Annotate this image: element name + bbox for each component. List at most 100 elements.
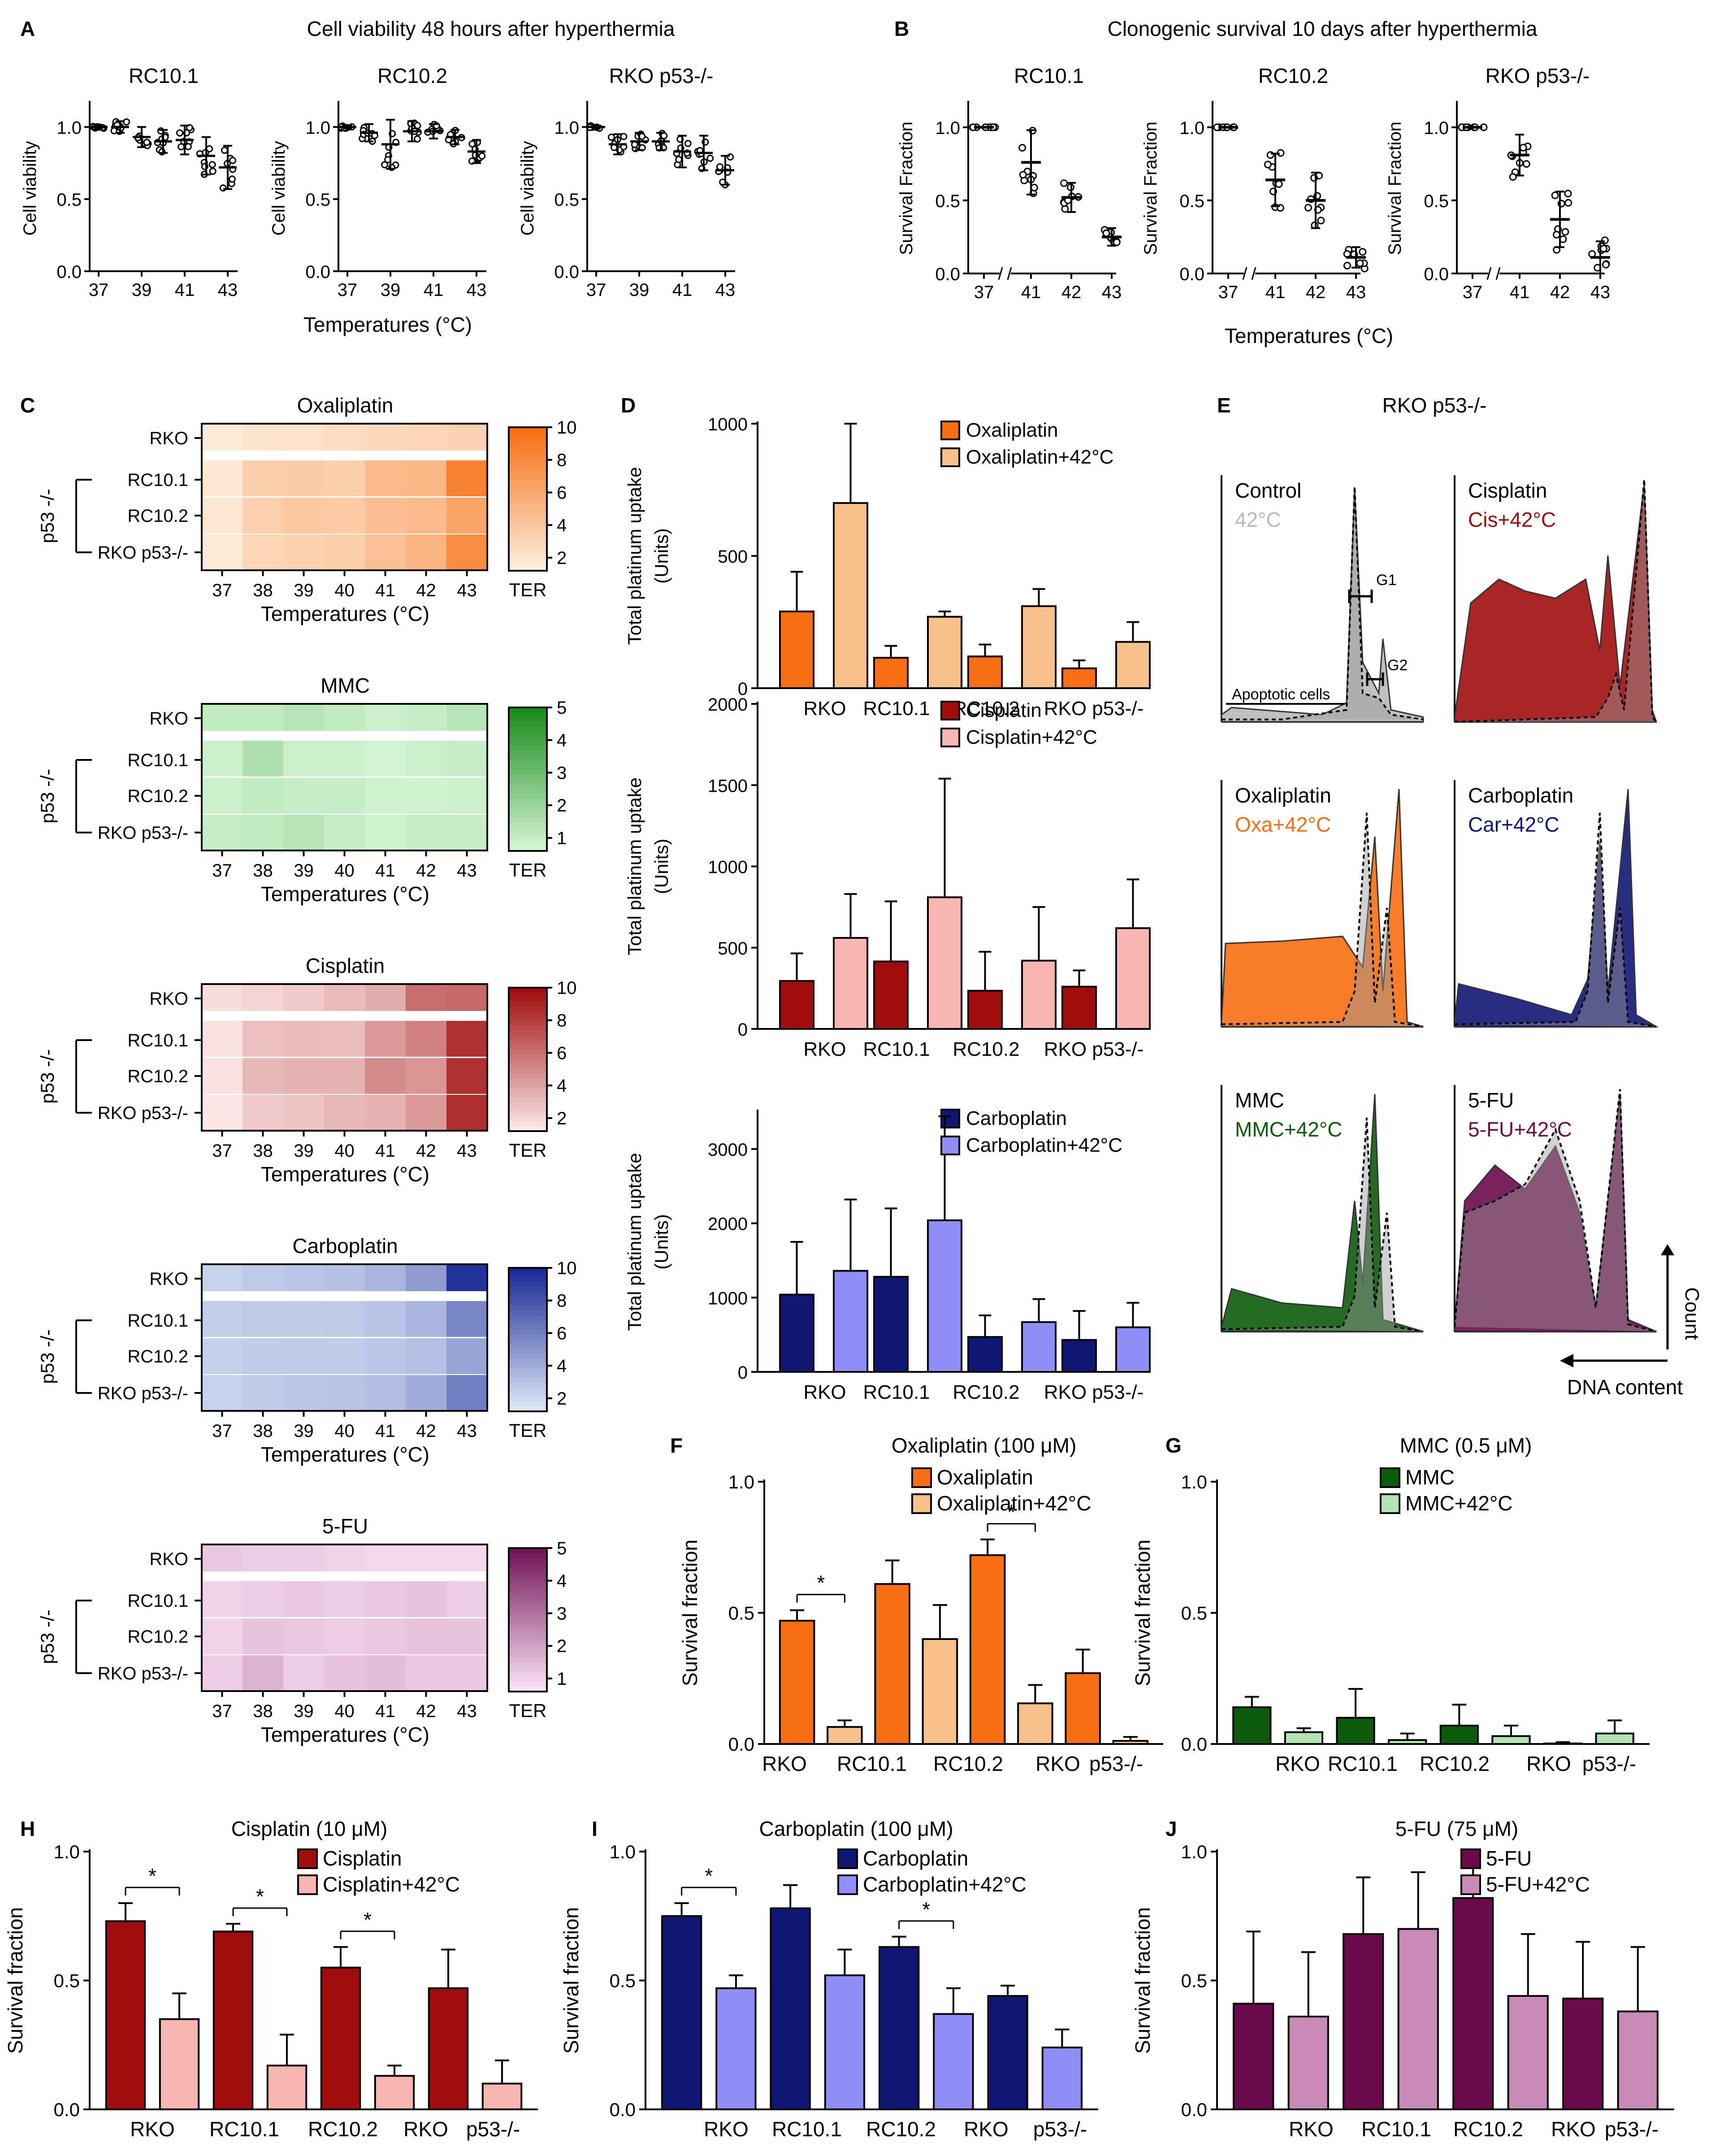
y-tick-label-A-0-1: 0.5 [56, 190, 82, 210]
heatmap-cell-3-3-1 [243, 1375, 283, 1411]
panel-title-E: RKO p53-/- [1382, 394, 1487, 417]
x-label-D-0-0: RKO [803, 698, 846, 720]
bar-I-1-3 [1041, 2047, 1083, 2110]
y-label-D-2: Total platinum uptake [624, 1153, 645, 1331]
colorbar-segment-3-14 [509, 1335, 547, 1340]
hist-name42-5: 5-FU+42°C [1468, 1118, 1572, 1141]
colorbar-tick-label-1-4: 5 [557, 698, 567, 718]
heatmap-cell-4-3-1 [243, 1655, 283, 1691]
data-point-B-2-1 [1509, 173, 1517, 181]
colorbar-segment-4-21 [509, 1648, 547, 1654]
colorbar-tick-label-0-4: 10 [557, 418, 577, 438]
ter-label-2: TER [509, 1140, 547, 1161]
bar-D-1-0-0 [779, 980, 814, 1030]
colorbar-segment-2-29 [509, 1126, 547, 1132]
p53-label-3: p53 -/- [37, 1329, 58, 1384]
colorbar-segment-1-16 [509, 784, 547, 790]
legend-swatch-I-1 [837, 1874, 858, 1895]
heatmap-x-label-1-6: 43 [457, 861, 477, 881]
colorbar-segment-1-13 [509, 769, 547, 775]
heatmap-cell-0-0-4 [365, 424, 406, 451]
heatmap-cell-2-2-6 [446, 1058, 487, 1094]
bar-J-0-2 [1452, 1897, 1494, 2110]
bar-G-1-1 [1388, 1739, 1427, 1745]
x-label-H-1: RC10.1 [209, 2117, 279, 2141]
x-label-I-4: p53-/- [1033, 2117, 1087, 2141]
p53-label-4: p53 -/- [37, 1609, 58, 1664]
heatmap-cell-4-0-4 [365, 1544, 406, 1571]
colorbar-tick-label-2-4: 10 [557, 978, 577, 998]
colorbar-segment-3-4 [509, 1287, 547, 1293]
bar-F-1-2 [1017, 1702, 1053, 1745]
sig-star-F-0: * [817, 1571, 825, 1595]
axis-break-B-1 [1251, 267, 1256, 280]
heatmap-x-label-1-4: 41 [375, 861, 395, 881]
heatmap-cell-0-3-2 [283, 534, 324, 570]
heatmap-cell-1-2-1 [243, 778, 283, 814]
colorbar-segment-2-27 [509, 1117, 547, 1122]
x-tick-label-A-1-3: 43 [467, 280, 487, 300]
heatmap-cell-0-0-3 [324, 424, 365, 451]
colorbar-segment-1-0 [509, 707, 547, 713]
legend-swatch-G-1 [1380, 1493, 1400, 1514]
heatmap-x-label-2-3: 40 [334, 1141, 355, 1161]
heatmap-cell-2-3-6 [446, 1095, 487, 1131]
data-point-A-1-6 [478, 152, 486, 160]
x-label-J-0: RKO [1289, 2117, 1334, 2141]
heatmap-cell-0-2-2 [283, 498, 324, 534]
legend-label-D-1-0: Cisplatin [966, 699, 1042, 721]
x-label-D-1-0: RKO [803, 1038, 846, 1060]
heatmap-cell-0-2-5 [406, 498, 446, 534]
colorbar-tick-label-2-1: 4 [557, 1076, 567, 1096]
heatmap-cell-4-3-3 [324, 1655, 365, 1691]
heatmap-cell-2-0-2 [283, 984, 324, 1011]
heatmap-cell-4-2-3 [324, 1618, 365, 1654]
bar-F-1-3 [1112, 1740, 1149, 1745]
x-label-G-4: p53-/- [1582, 1752, 1636, 1775]
subplot-title-B-2: RKO p53-/- [1486, 64, 1590, 87]
bar-D-2-1-1 [927, 1219, 962, 1373]
chart-title-H: Cisplatin (10 μM) [231, 1817, 388, 1840]
hist-area-3 [1454, 789, 1659, 1028]
colorbar-segment-4-20 [509, 1644, 547, 1649]
bar-D-1-0-1 [873, 960, 909, 1030]
heatmap-row-label-4-3: RKO p53-/- [98, 1664, 188, 1683]
heatmap-row-label-4-1: RC10.1 [127, 1591, 188, 1611]
heatmap-row-label-3-3: RKO p53-/- [98, 1384, 188, 1403]
heatmap-xlabel-1: Temperatures (°C) [261, 882, 429, 906]
heatmap-row-label-2-1: RC10.1 [127, 1031, 188, 1050]
legend-label-D-2-0: Carboplatin [966, 1107, 1067, 1129]
heatmap-row-label-1-0: RKO [149, 709, 188, 729]
y-tick-label-B-2-0: 0.0 [1424, 265, 1449, 284]
colorbar-tick-label-0-1: 4 [557, 516, 567, 535]
data-point-B-2-2 [1551, 191, 1559, 200]
x-label-H-3: RKO [403, 2117, 448, 2141]
heatmap-row-label-3-2: RC10.2 [127, 1347, 188, 1366]
sig-star-H-1: * [256, 1885, 264, 1908]
heatmap-x-label-4-5: 42 [416, 1701, 436, 1721]
heatmap-cell-3-1-0 [202, 1301, 243, 1337]
colorbar-segment-2-14 [509, 1054, 547, 1060]
heatmap-cell-3-3-0 [202, 1375, 243, 1411]
data-point-B-2-2 [1561, 228, 1569, 236]
heatmap-title-1: MMC [321, 674, 370, 697]
colorbar-segment-1-18 [509, 794, 547, 799]
heatmap-cell-0-1-0 [202, 460, 243, 496]
bar-D-2-1-0 [833, 1270, 868, 1373]
x-tick-label-A-2-3: 43 [715, 280, 736, 300]
x-tick-label-A-1-0: 37 [338, 280, 358, 300]
hist-name42-0: 42°C [1235, 508, 1281, 531]
data-point-B-2-2 [1564, 199, 1572, 207]
colorbar-segment-4-27 [509, 1677, 547, 1683]
data-point-A-1-6 [472, 151, 479, 159]
heatmap-cell-0-3-6 [446, 534, 487, 570]
count-arrow-head [1661, 1244, 1674, 1255]
heatmap-cell-4-3-0 [202, 1655, 243, 1691]
colorbar-segment-2-5 [509, 1011, 547, 1017]
heatmap-cell-2-0-5 [406, 984, 446, 1011]
y-tick-label-D-1-3: 1500 [708, 776, 748, 796]
heatmap-row-label-1-3: RKO p53-/- [98, 823, 188, 843]
heatmap-cell-2-1-3 [324, 1021, 365, 1057]
x-tick-label-B-2-1: 41 [1510, 282, 1530, 302]
colorbar-segment-1-25 [509, 827, 547, 833]
